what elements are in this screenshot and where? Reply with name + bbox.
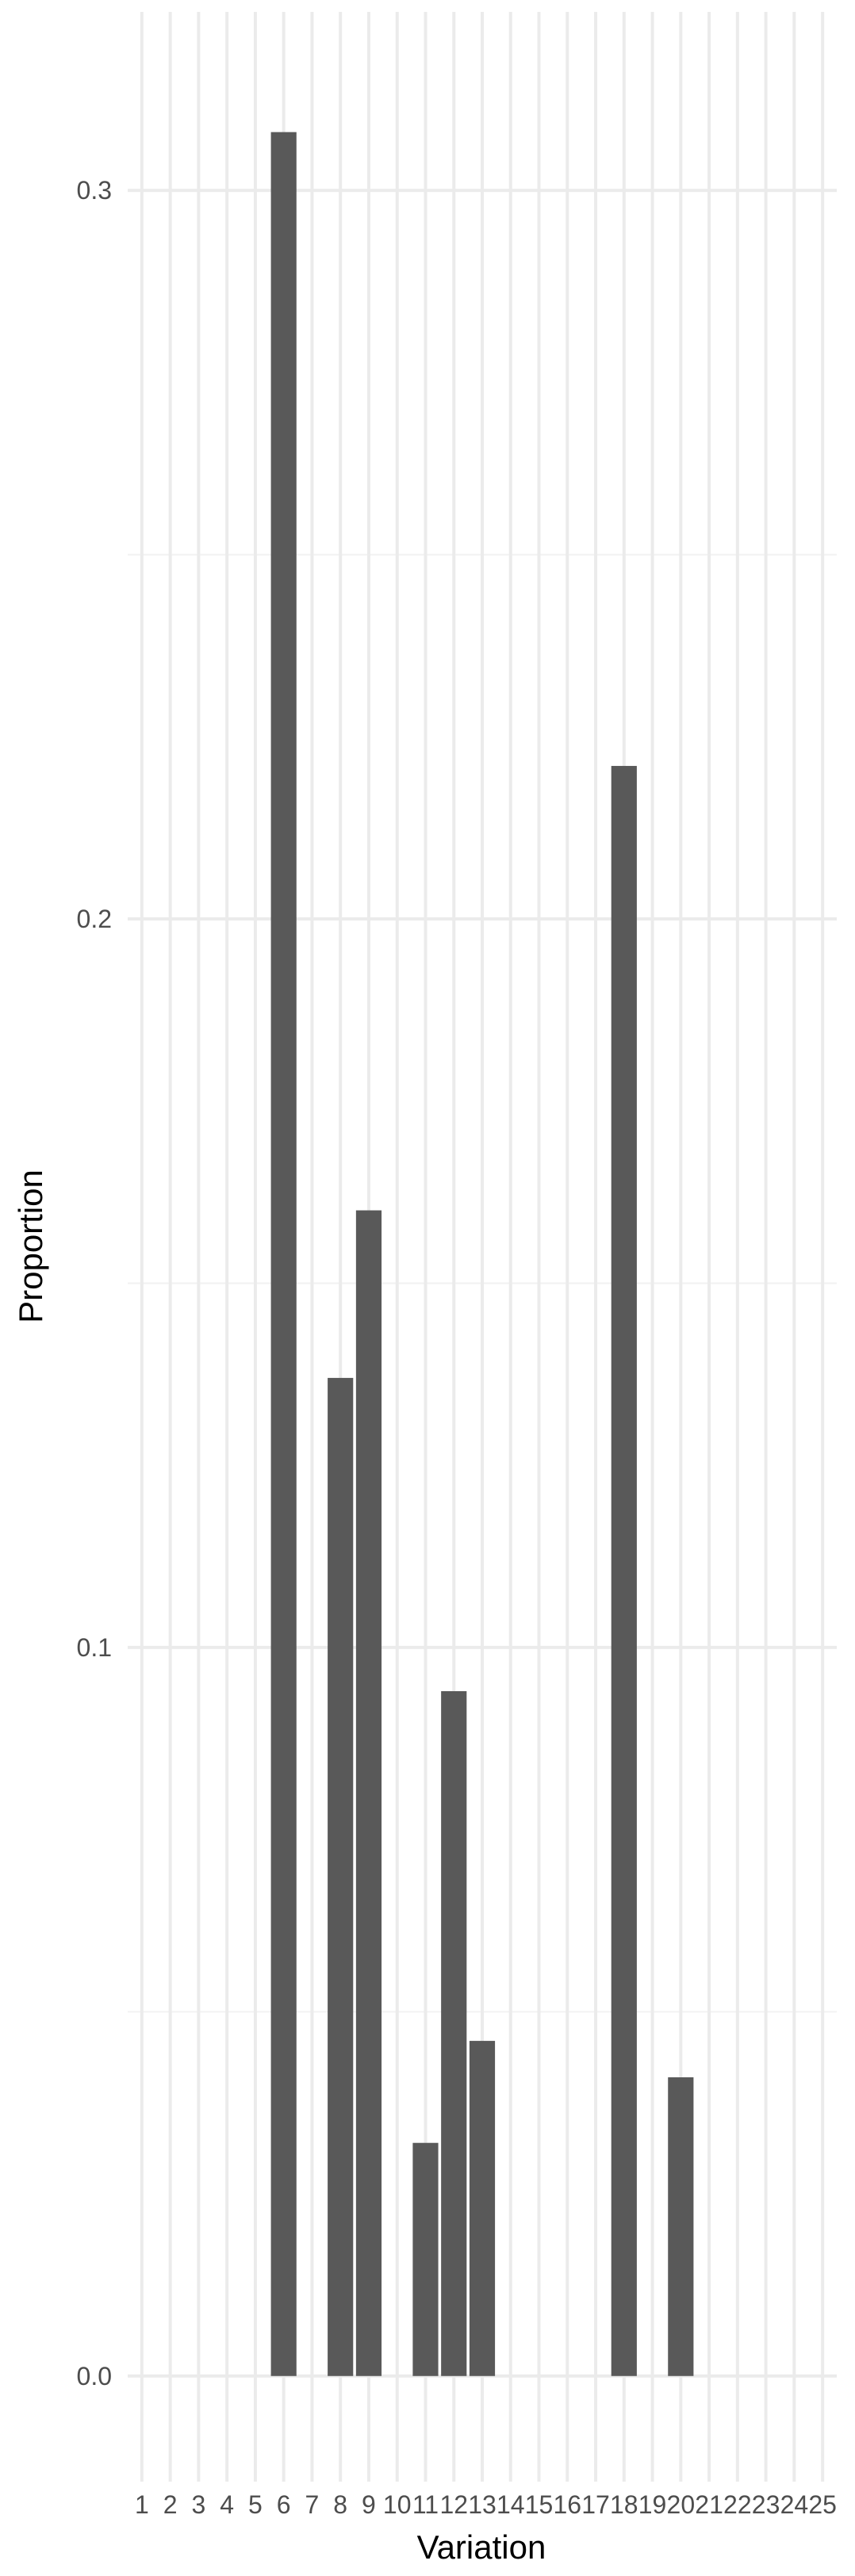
bar-9 xyxy=(355,1210,382,2376)
y-tick-label: 0.3 xyxy=(77,176,112,205)
x-tick-label: 22 xyxy=(723,2490,752,2519)
bars-group xyxy=(270,132,694,2376)
x-tick-label: 4 xyxy=(220,2490,234,2519)
x-tick-label: 1 xyxy=(135,2490,149,2519)
x-tick-label: 20 xyxy=(667,2490,696,2519)
bar-11 xyxy=(412,2142,439,2376)
x-tick-label: 24 xyxy=(780,2490,809,2519)
x-tick-label: 2 xyxy=(163,2490,178,2519)
x-tick-label: 19 xyxy=(638,2490,667,2519)
bar-20 xyxy=(668,2077,694,2376)
bar-6 xyxy=(270,132,297,2376)
y-tick-labels: 0.0 0.1 0.2 0.3 xyxy=(77,176,112,2390)
x-tick-label: 13 xyxy=(468,2490,497,2519)
x-tick-label: 15 xyxy=(525,2490,554,2519)
y-tick-label: 0.2 xyxy=(77,905,112,933)
x-tick-label: 7 xyxy=(305,2490,320,2519)
y-axis-title: Proportion xyxy=(12,1169,49,1323)
x-tick-label: 6 xyxy=(277,2490,291,2519)
x-tick-label: 12 xyxy=(439,2490,468,2519)
bar-8 xyxy=(328,1377,354,2376)
bar-18 xyxy=(611,766,637,2376)
x-tick-label: 5 xyxy=(248,2490,263,2519)
x-tick-label: 17 xyxy=(581,2490,610,2519)
x-tick-label: 3 xyxy=(192,2490,206,2519)
x-axis-title: Variation xyxy=(417,2528,546,2566)
x-tick-labels: 1 2 3 4 5 6 7 8 9 10 11 12 13 14 15 16 17 18 19 20 21 22 23 24 2… xyxy=(135,2490,837,2519)
bar-13 xyxy=(469,2041,496,2376)
x-tick-label: 10 xyxy=(383,2490,412,2519)
x-tick-label: 21 xyxy=(695,2490,723,2519)
x-tick-label: 18 xyxy=(610,2490,638,2519)
x-tick-label: 9 xyxy=(362,2490,376,2519)
x-tick-label: 14 xyxy=(497,2490,525,2519)
y-tick-label: 0.0 xyxy=(77,2362,112,2390)
x-tick-label: 16 xyxy=(553,2490,581,2519)
y-tick-label: 0.1 xyxy=(77,1633,112,1662)
x-tick-label: 8 xyxy=(333,2490,347,2519)
x-tick-label: 25 xyxy=(808,2490,837,2519)
bar-12 xyxy=(441,1691,467,2376)
x-tick-label: 11 xyxy=(412,2490,439,2519)
x-tick-label: 23 xyxy=(752,2490,780,2519)
